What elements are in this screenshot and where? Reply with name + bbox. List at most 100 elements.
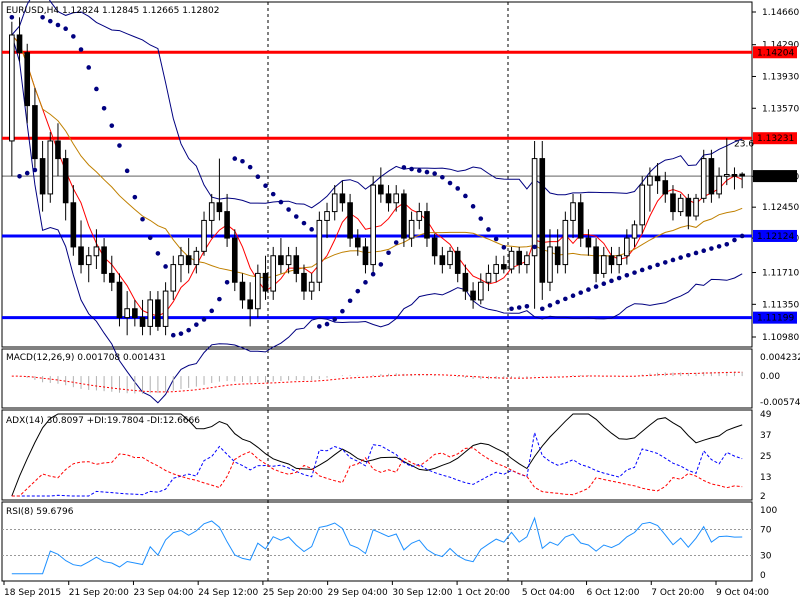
candle-body [362,246,369,266]
candle-body [185,255,192,266]
candle-body [78,246,84,266]
price-tick-label: 1.11350 [762,300,799,310]
candle-body [378,184,384,195]
candle-body [370,184,376,266]
sar-dot [317,324,322,329]
candle-body [439,255,446,266]
level-tag [753,311,797,324]
price-tick-label: 1.13930 [762,72,799,82]
candle-body [316,219,323,283]
sar-dot [363,280,368,285]
candle-body [554,246,561,266]
candle-body [224,211,230,239]
candle-body [401,193,407,239]
sar-dot [370,271,376,277]
time-tick-label: 25 Sep 20:00 [263,588,323,598]
sar-dot [624,273,630,278]
candle-body [32,105,38,160]
candle-body [347,202,353,239]
level-tag-label: 1.12124 [757,232,794,242]
time-tick-label: 21 Sep 20:00 [69,588,129,598]
candle-body [524,255,530,266]
sar-dot [55,22,61,28]
candle-body [462,272,469,292]
candle-body [539,158,546,283]
sar-dot [101,105,107,111]
sar-dot [163,264,168,269]
candle-body [47,140,54,195]
candle-body [55,140,61,160]
candle-body [239,281,246,301]
candle-body [508,250,515,270]
macd-tick-label: 0.00 [760,372,780,382]
rsi-line [11,516,743,575]
candle-body [9,34,15,142]
candle-body [70,202,77,248]
candle-body [470,290,476,301]
candle-body [693,197,699,217]
candle-body [24,52,31,107]
candle-body [731,174,738,177]
sar-dot [732,237,737,243]
candle-body [178,255,184,266]
candle-body [616,255,622,266]
sar-dot [539,306,545,312]
sar-dot [478,216,484,221]
candle-body [116,281,123,319]
sar-dot [47,18,53,24]
candle-body [700,158,707,199]
candle-body [501,264,507,270]
candle-body [424,211,430,239]
sar-dot [155,251,161,256]
candle-body [585,237,592,248]
adx-tick-label: 25 [760,452,771,462]
sar-dot [309,227,314,232]
candle-body [285,255,292,266]
candle-body [132,308,138,319]
candle-body [608,255,615,266]
time-tick-label: 18 Sep 2015 [4,588,61,598]
sar-dot [632,270,637,275]
candle-body [723,174,730,177]
candle-body [577,202,584,239]
price-tick-label: 1.14290 [762,41,799,51]
sar-dot [447,180,453,186]
candle-body [631,224,638,239]
price-tick-label: 1.10980 [762,333,799,343]
sar-dot [486,227,491,232]
candle-body [331,193,338,213]
candle-body [155,299,161,327]
sar-dot [332,316,338,322]
sar-dot [124,168,130,174]
sar-dot [186,327,191,333]
candle-body [639,184,646,226]
candle-body [393,193,400,204]
candle-body [216,202,223,213]
candle-body [677,197,684,213]
sar-dot [509,306,514,312]
sar-dot [601,281,607,286]
price-tick-label: 1.12450 [762,203,799,213]
sar-dot [117,143,122,148]
level-tag [753,46,797,59]
rsi-tick-label: 70 [760,526,772,536]
rsi-tick-label: 100 [760,506,777,516]
level-tag-label: 1.14204 [757,48,794,58]
adx-tick-label: 13 [760,473,771,483]
sar-dot [716,244,722,249]
candle-body [201,219,207,252]
sar-dot [132,194,138,200]
rsi-tick-label: 0 [760,571,766,581]
sar-dot [286,207,291,212]
sar-dot [424,169,430,175]
candle-body [270,255,277,292]
candle-body [662,180,669,195]
adx-line [11,413,743,497]
candle-body [324,211,330,221]
sar-dot [416,168,422,173]
candle-body [408,219,415,239]
time-tick-label: 23 Sep 04:00 [133,588,193,598]
sar-dot [678,255,683,260]
candle-body [62,158,69,204]
sar-dot [9,14,15,20]
